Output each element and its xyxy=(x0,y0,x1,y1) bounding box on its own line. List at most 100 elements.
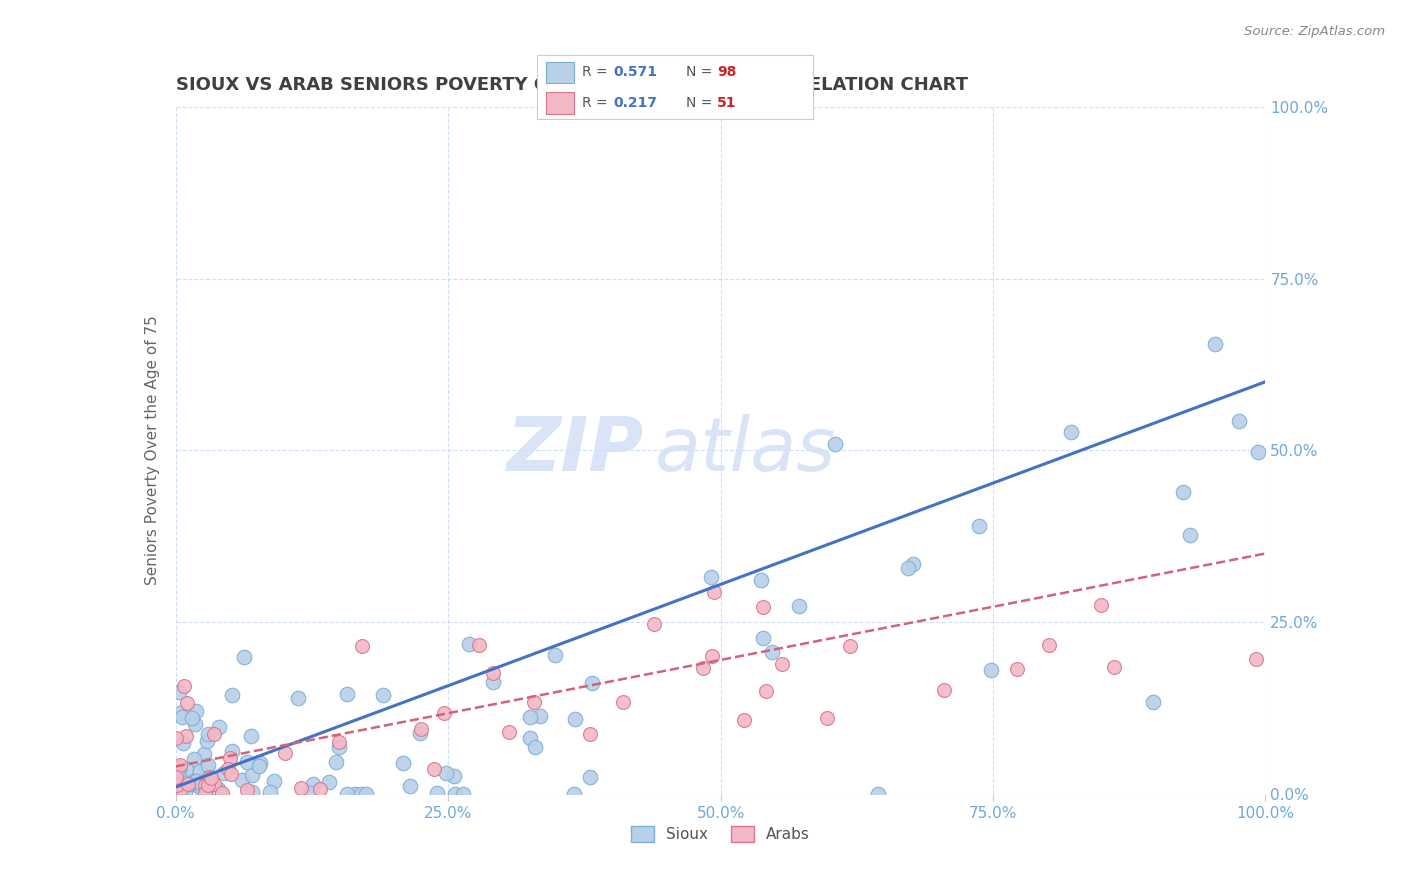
Point xyxy=(212,766,235,780)
Point xyxy=(903,557,925,571)
Point xyxy=(290,781,312,796)
Point xyxy=(1102,660,1125,674)
Point xyxy=(443,769,465,783)
Point xyxy=(325,755,347,769)
Text: ZIP: ZIP xyxy=(508,414,644,487)
Point xyxy=(169,706,191,721)
Point xyxy=(980,663,1002,677)
Point xyxy=(217,762,239,776)
Point xyxy=(194,786,217,800)
Point xyxy=(562,787,585,801)
Point xyxy=(523,695,546,709)
Point xyxy=(519,731,541,746)
Point xyxy=(259,785,281,799)
Point xyxy=(173,781,195,796)
Point xyxy=(197,778,219,792)
Point xyxy=(544,648,567,662)
Point xyxy=(169,782,191,797)
Point xyxy=(167,761,190,775)
Point xyxy=(579,770,602,784)
Point xyxy=(703,585,725,599)
Point xyxy=(328,739,350,754)
Point xyxy=(524,739,547,754)
Point xyxy=(481,666,503,681)
Text: 0.217: 0.217 xyxy=(613,96,657,110)
Point xyxy=(451,787,474,801)
Point xyxy=(219,767,242,781)
Point xyxy=(752,600,775,615)
Point xyxy=(190,776,212,790)
Point xyxy=(165,731,187,745)
Point xyxy=(174,729,197,743)
Text: R =: R = xyxy=(582,65,612,79)
Point xyxy=(195,734,218,748)
Point xyxy=(564,712,586,726)
Point xyxy=(180,777,202,791)
Point xyxy=(336,787,359,801)
Point xyxy=(166,778,188,792)
Point xyxy=(208,785,231,799)
Text: SIOUX VS ARAB SENIORS POVERTY OVER THE AGE OF 75 CORRELATION CHART: SIOUX VS ARAB SENIORS POVERTY OVER THE A… xyxy=(176,77,967,95)
Point xyxy=(274,746,297,760)
Point xyxy=(186,773,208,788)
Point xyxy=(236,756,259,770)
Point xyxy=(211,786,233,800)
Point xyxy=(643,617,665,632)
Point xyxy=(263,773,285,788)
Point xyxy=(409,722,432,736)
Point xyxy=(529,709,551,723)
Point xyxy=(1060,425,1083,439)
Point xyxy=(815,711,838,725)
Point xyxy=(787,599,810,613)
Point xyxy=(184,717,207,731)
Point xyxy=(318,775,340,789)
Point xyxy=(236,783,259,797)
Point xyxy=(612,695,634,709)
Point xyxy=(202,727,225,741)
Point xyxy=(700,649,723,664)
Point xyxy=(1227,413,1250,427)
Point xyxy=(458,637,481,651)
Point xyxy=(194,778,217,792)
Point xyxy=(240,785,263,799)
Point xyxy=(579,727,602,741)
Point xyxy=(839,639,862,653)
Point xyxy=(169,684,191,698)
Point xyxy=(167,782,190,797)
Point xyxy=(176,696,198,710)
Point xyxy=(749,573,772,587)
Text: 98: 98 xyxy=(717,65,737,79)
Text: atlas: atlas xyxy=(655,415,837,486)
Point xyxy=(426,786,449,800)
Point xyxy=(219,751,242,765)
Point xyxy=(181,711,204,725)
Point xyxy=(166,769,188,783)
Point xyxy=(233,649,256,664)
Point xyxy=(195,777,218,791)
Point xyxy=(193,747,215,762)
Text: R =: R = xyxy=(582,96,612,110)
Point xyxy=(239,729,262,743)
Point xyxy=(751,632,773,646)
Point xyxy=(170,763,193,777)
Point xyxy=(309,782,332,797)
Point xyxy=(482,675,505,690)
Point xyxy=(249,756,271,771)
Point xyxy=(170,710,193,724)
Point xyxy=(770,657,793,671)
Legend: Sioux, Arabs: Sioux, Arabs xyxy=(624,820,817,848)
Point xyxy=(172,736,194,750)
Point xyxy=(174,762,197,776)
Point xyxy=(434,766,457,780)
FancyBboxPatch shape xyxy=(546,62,574,83)
Point xyxy=(350,787,373,801)
Text: 0.571: 0.571 xyxy=(613,65,657,79)
Point xyxy=(343,787,366,801)
Point xyxy=(692,660,714,674)
Point xyxy=(498,725,520,739)
Point xyxy=(1204,336,1226,351)
Text: N =: N = xyxy=(686,65,717,79)
Point xyxy=(208,720,231,734)
Point xyxy=(194,779,217,793)
Point xyxy=(761,645,783,659)
